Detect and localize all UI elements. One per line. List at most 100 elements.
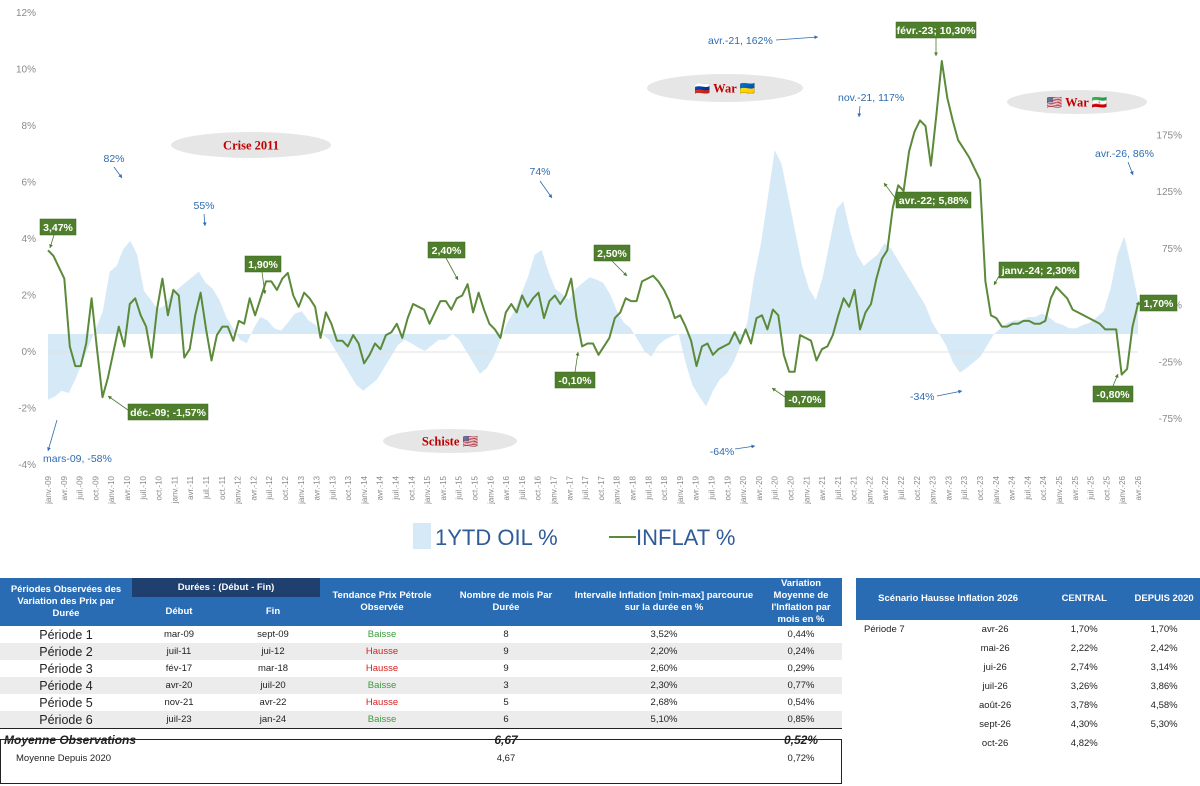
oil-annotation: avr.-26, 86% (1095, 148, 1154, 176)
scenario-month-cell: jui-26 (983, 662, 1007, 673)
x-tick: janv.-19 (676, 475, 685, 504)
x-tick: avr.-17 (565, 475, 574, 500)
header-scenario: Scénario Hausse Inflation 2026 (856, 578, 1041, 620)
svg-text:🇺🇸 War 🇮🇷: 🇺🇸 War 🇮🇷 (1047, 96, 1108, 110)
x-tick: juil.-22 (897, 475, 906, 500)
x-tick: janv.-24 (992, 475, 1001, 504)
scenario-row: mai-26 2,22% 2,42% (856, 639, 1200, 658)
scenario-row: jui-26 2,74% 3,14% (856, 658, 1200, 677)
legend-oil: 1YTD OIL % (413, 523, 558, 550)
svg-text:1,90%: 1,90% (248, 259, 278, 271)
x-tick: janv.-17 (550, 475, 559, 504)
intervalle-cell: 2,30% (568, 677, 760, 694)
x-tick: oct.-11 (218, 475, 227, 499)
inflation-line (47, 60, 1139, 399)
scenario-month-cell: oct-26 (981, 738, 1009, 749)
fin-cell: jan-24 (226, 711, 320, 729)
x-tick: oct.-16 (534, 475, 543, 500)
y-left-tick: 2% (22, 291, 37, 302)
x-tick: avr.-22 (881, 475, 890, 500)
x-tick: janv.-23 (929, 475, 938, 504)
variation-cell: 0,85% (760, 711, 842, 729)
callout: Crise 2011 (171, 132, 331, 158)
x-tick: oct.-19 (723, 475, 732, 500)
scenario-depuis-cell: 3,14% (1150, 662, 1178, 673)
x-tick: juil.-21 (834, 475, 843, 500)
periode-cell: Période 1 (39, 627, 93, 642)
mois-cell: 9 (444, 643, 568, 660)
y-right-tick: 175% (1156, 130, 1182, 141)
table-row: Période 2 juil-11 jui-12 Hausse 9 2,20% 0,24% (0, 643, 842, 660)
x-tick: juil.-10 (139, 475, 148, 500)
x-tick: janv.-13 (297, 475, 306, 504)
header-central: CENTRAL (1040, 578, 1129, 620)
x-tick: janv.-20 (739, 475, 748, 504)
svg-text:2,40%: 2,40% (432, 245, 462, 257)
x-tick: oct.-15 (471, 475, 480, 500)
variation-cell: 0,44% (787, 629, 815, 640)
x-tick: oct.-17 (597, 475, 606, 500)
svg-text:janv.-24; 2,30%: janv.-24; 2,30% (1001, 265, 1077, 277)
inflation-annotation: 2,50% (593, 244, 631, 277)
header-tendance: Tendance Prix Pétrole Observée (320, 578, 444, 626)
fin-cell: jui-12 (226, 643, 320, 660)
mois-cell: 3 (444, 677, 568, 694)
scenario-row: août-26 3,78% 4,58% (856, 696, 1200, 715)
svg-text:avr.-21, 162%: avr.-21, 162% (708, 35, 773, 47)
scenario-depuis-cell: 4,58% (1150, 700, 1178, 711)
periode-cell: Période 4 (0, 677, 132, 694)
svg-text:nov.-21, 117%: nov.-21, 117% (838, 92, 904, 104)
scenario-central-cell: 3,26% (1070, 681, 1098, 692)
callout: Schiste 🇺🇸 (383, 429, 517, 453)
x-tick: avr.-11 (186, 475, 195, 499)
callout: 🇺🇸 War 🇮🇷 (1007, 90, 1147, 114)
header-variation: Variation Moyenne de l'Inflation par moi… (760, 578, 842, 626)
svg-text:avr.-26, 86%: avr.-26, 86% (1095, 148, 1154, 160)
inflation-line-series (47, 60, 1139, 399)
x-tick: juil.-23 (960, 475, 969, 500)
svg-text:déc.-09; -1,57%: déc.-09; -1,57% (130, 407, 207, 419)
table-row: Période 6 juil-23 jan-24 Baisse 6 5,10% 0,85% (0, 711, 842, 729)
x-tick: oct.-25 (1102, 475, 1111, 500)
scenario-central-cell: 4,30% (1070, 719, 1098, 730)
scenario-label-cell (856, 677, 950, 696)
x-tick: avr.-14 (376, 475, 385, 500)
intervalle-cell: 3,52% (650, 629, 678, 640)
x-tick: oct.-13 (344, 475, 353, 500)
svg-text:🇷🇺 War 🇺🇦: 🇷🇺 War 🇺🇦 (695, 82, 756, 96)
moyenne-2020-row: Moyenne Depuis 2020 4,67 0,72% (0, 750, 842, 767)
svg-text:avr.-22; 5,88%: avr.-22; 5,88% (899, 195, 969, 207)
x-tick: juil.-18 (644, 475, 653, 500)
svg-text:1,70%: 1,70% (1144, 298, 1174, 310)
annotations: Crise 2011 Schiste 🇺🇸 🇷🇺 War 🇺🇦 🇺🇸 War 🇮🇷 ma… (39, 21, 1178, 465)
fin-cell: juil-20 (226, 677, 320, 694)
intervalle-cell: 5,10% (568, 711, 760, 729)
inflation-annotation: -0,80% (1092, 373, 1134, 403)
svg-text:-0,70%: -0,70% (788, 394, 822, 406)
scenario-row: juil-26 3,26% 3,86% (856, 677, 1200, 696)
x-tick: juil.-16 (518, 475, 527, 500)
empty-cell (568, 750, 760, 767)
x-tick: avr.-12 (249, 475, 258, 500)
y-left-tick: 6% (22, 178, 37, 189)
svg-text:82%: 82% (103, 153, 124, 165)
x-tick: janv.-09 (44, 475, 53, 504)
x-tick: juil.-24 (1023, 475, 1032, 500)
y-left-tick: -4% (18, 460, 36, 471)
debut-cell: juil-23 (132, 711, 226, 729)
y-right-tick: 75% (1162, 244, 1182, 255)
scenario-label-cell (856, 658, 950, 677)
scenario-central-cell: 1,70% (1070, 624, 1098, 635)
empty-cell (568, 728, 760, 750)
scenario-row: sept-26 4,30% 5,30% (856, 715, 1200, 734)
moyenne-2020-label: Moyenne Depuis 2020 (16, 753, 112, 764)
periode-cell: Période 3 (39, 661, 93, 676)
x-tick: janv.-16 (486, 475, 495, 504)
debut-cell: avr-20 (132, 677, 226, 694)
intervalle-cell: 2,20% (568, 643, 760, 660)
periode-cell: Période 5 (39, 695, 93, 710)
variation-cell: 0,29% (787, 663, 815, 674)
oil-area-series (48, 150, 1138, 407)
inflation-annotation: déc.-09; -1,57% (107, 395, 209, 421)
x-tick: oct.-12 (281, 475, 290, 500)
